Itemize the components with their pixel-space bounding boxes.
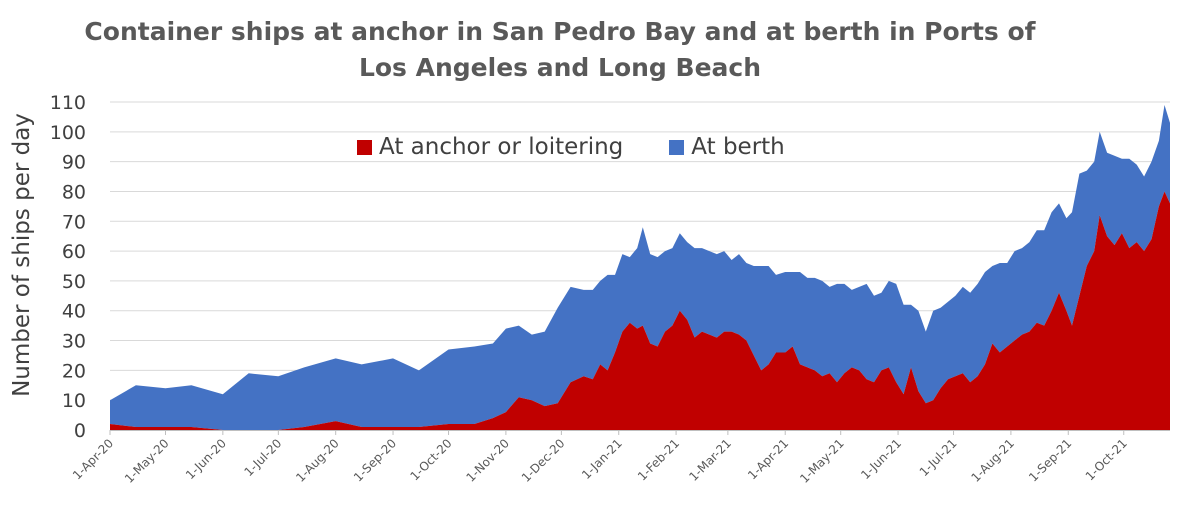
legend-item-anchor: At anchor or loitering [357,134,623,160]
area-at-berth [110,105,1170,430]
x-tick-label-13: 1-May-21 [797,436,847,486]
area-at-anchor [110,191,1170,430]
x-tick-label-17: 1-Sep-21 [1026,436,1074,484]
chart-title-line-1: Container ships at anchor in San Pedro B… [84,17,1036,46]
y-tick-label-60: 60 [62,241,86,263]
legend-swatch-anchor [357,139,372,155]
x-tick-label-16: 1-Aug-21 [968,436,1017,485]
y-tick-label-90: 90 [62,152,86,174]
y-tick-label-70: 70 [62,211,86,233]
x-tick-label-3: 1-Jul-20 [242,436,285,479]
x-tick-label-1: 1-May-20 [122,436,172,486]
legend-label-berth: At berth [691,134,785,160]
chart-title: Container ships at anchor in San Pedro B… [0,14,1120,86]
y-tick-label-100: 100 [50,122,86,144]
y-tick-label-20: 20 [62,360,86,382]
x-tick-label-8: 1-Dec-20 [519,436,568,485]
y-tick-label-30: 30 [62,331,86,353]
x-tick-label-14: 1-Jun-21 [858,436,904,482]
x-tick-label-2: 1-Jun-20 [183,436,229,482]
x-tick-label-11: 1-Mar-21 [686,436,734,484]
x-tick-label-4: 1-Aug-20 [293,436,342,485]
y-tick-label-50: 50 [62,271,86,293]
y-tick-label-110: 110 [50,92,86,114]
legend-label-anchor: At anchor or loitering [379,134,624,160]
x-tick-label-0: 1-Apr-20 [70,436,116,482]
legend-item-berth: At berth [669,134,785,160]
x-tick-label-6: 1-Oct-20 [408,436,455,483]
y-tick-label-0: 0 [74,420,86,442]
legend: At anchor or loitering At berth [357,134,831,160]
x-tick-label-5: 1-Sep-20 [351,436,399,484]
y-tick-label-10: 10 [62,390,86,412]
x-tick-label-9: 1-Jan-21 [579,436,625,482]
x-tick-label-12: 1-Apr-21 [745,436,791,482]
x-tick-label-7: 1-Nov-20 [463,436,512,485]
y-tick-label-40: 40 [62,301,86,323]
x-tick-label-10: 1-Feb-21 [635,436,682,483]
x-tick-label-18: 1-Oct-21 [1083,436,1130,483]
legend-swatch-berth [669,139,685,155]
x-tick-label-15: 1-Jul-21 [917,436,960,479]
chart-title-line-2: Los Angeles and Long Beach [358,53,762,82]
y-tick-label-80: 80 [62,181,86,203]
